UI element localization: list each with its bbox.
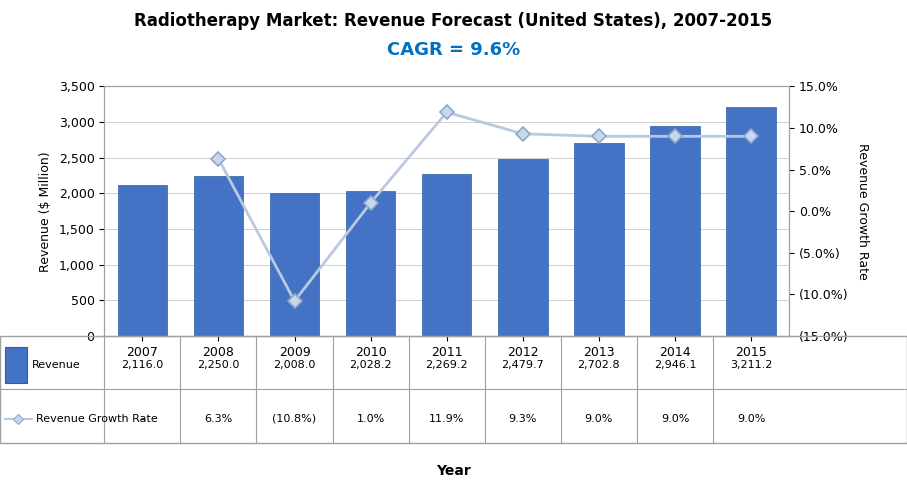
- Text: 11.9%: 11.9%: [429, 414, 464, 424]
- Y-axis label: Revenue Growth Rate: Revenue Growth Rate: [856, 143, 869, 279]
- Text: 2,946.1: 2,946.1: [654, 360, 697, 370]
- Text: 9.0%: 9.0%: [736, 414, 766, 424]
- Bar: [422, 174, 472, 336]
- Bar: [118, 185, 167, 336]
- Bar: [269, 193, 319, 336]
- Text: -: -: [141, 414, 144, 424]
- Text: 9.3%: 9.3%: [509, 414, 537, 424]
- Text: 3,211.2: 3,211.2: [730, 360, 772, 370]
- Text: 2,702.8: 2,702.8: [578, 360, 620, 370]
- Text: 2,250.0: 2,250.0: [197, 360, 239, 370]
- Text: 9.0%: 9.0%: [661, 414, 689, 424]
- Y-axis label: Revenue ($ Million): Revenue ($ Million): [39, 151, 52, 272]
- Text: 2,028.2: 2,028.2: [349, 360, 392, 370]
- Bar: [0, 336, 907, 443]
- Text: 2,269.2: 2,269.2: [425, 360, 468, 370]
- Text: Year: Year: [436, 464, 471, 478]
- Text: Revenue: Revenue: [32, 360, 81, 370]
- Bar: [498, 159, 548, 336]
- Text: 2,008.0: 2,008.0: [273, 360, 316, 370]
- Text: (10.8%): (10.8%): [272, 414, 317, 424]
- Bar: [727, 107, 775, 336]
- Bar: [346, 192, 395, 336]
- Text: Radiotherapy Market: Revenue Forecast (United States), 2007-2015: Radiotherapy Market: Revenue Forecast (U…: [134, 12, 773, 30]
- Bar: [574, 143, 624, 336]
- Text: 9.0%: 9.0%: [585, 414, 613, 424]
- Bar: [194, 176, 243, 336]
- Bar: [5, 348, 27, 383]
- Bar: [650, 126, 699, 336]
- Text: 2,479.7: 2,479.7: [502, 360, 544, 370]
- Text: 6.3%: 6.3%: [204, 414, 232, 424]
- Text: 1.0%: 1.0%: [356, 414, 385, 424]
- Text: CAGR = 9.6%: CAGR = 9.6%: [387, 41, 520, 59]
- Text: 2,116.0: 2,116.0: [122, 360, 163, 370]
- Text: Revenue Growth Rate: Revenue Growth Rate: [36, 414, 158, 424]
